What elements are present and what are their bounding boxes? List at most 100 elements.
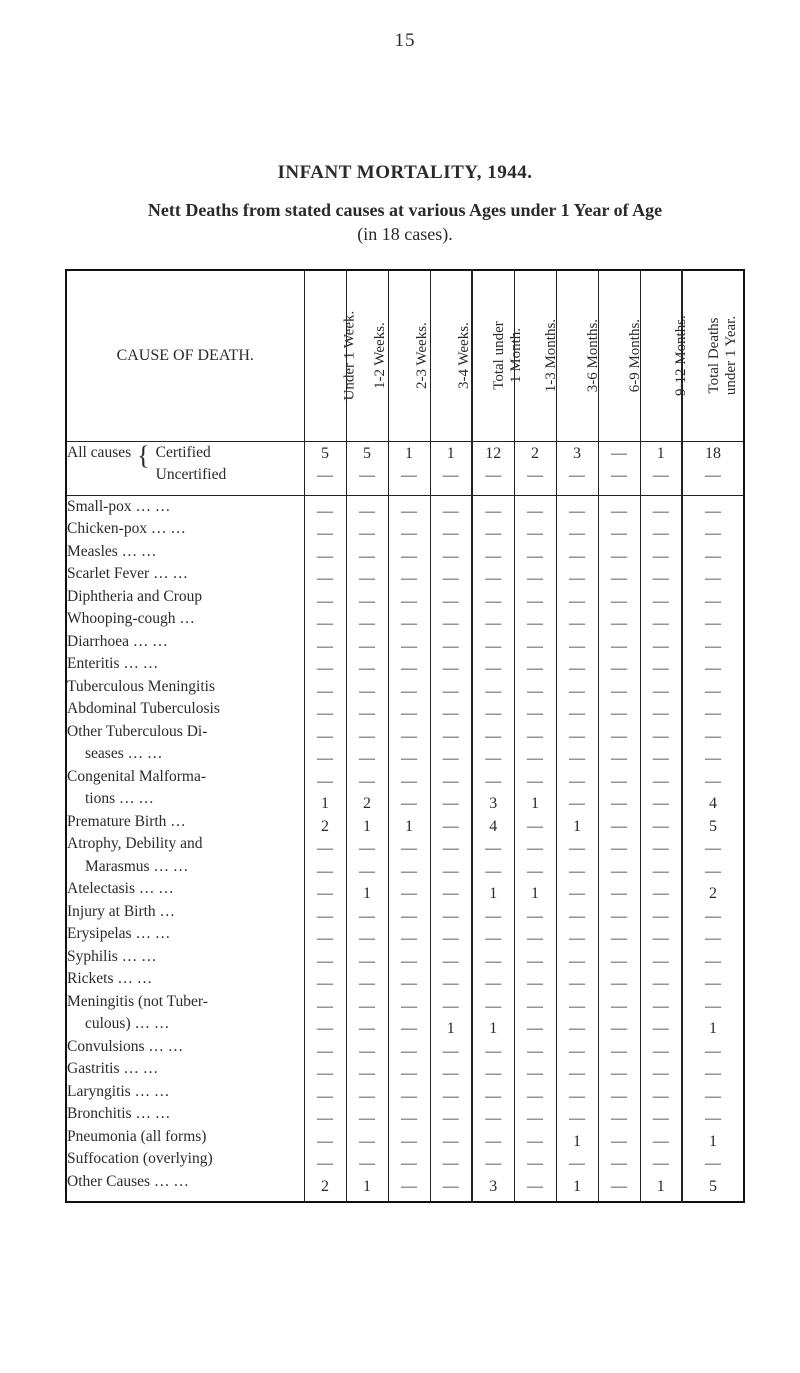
cell-value: — xyxy=(401,1017,417,1040)
cell-value: — xyxy=(401,500,417,523)
cause-line: Syphilis … … xyxy=(67,946,304,969)
ac-c4: 1— xyxy=(430,441,472,495)
cell-value: — xyxy=(443,747,459,770)
cell-value: — xyxy=(443,1085,459,1108)
cell-value: — xyxy=(443,522,459,545)
cell-value: — xyxy=(705,522,721,545)
cell-value: — xyxy=(653,1017,669,1040)
cell-value: — xyxy=(569,950,585,973)
cell-value: 5 xyxy=(709,1175,717,1198)
cell-value: 2 xyxy=(321,815,329,838)
cell-value: — xyxy=(611,837,627,860)
cell-value: — xyxy=(653,747,669,770)
cause-line: Enteritis … … xyxy=(67,653,304,676)
cell-value: — xyxy=(317,770,333,793)
cell-value: — xyxy=(443,927,459,950)
cell-value: 1 xyxy=(363,882,371,905)
cell-value: 1 xyxy=(405,815,413,838)
cell-value: — xyxy=(527,995,543,1018)
cell-value: — xyxy=(611,1062,627,1085)
cell-value: 5 xyxy=(709,815,717,838)
cause-line: Laryngitis … … xyxy=(67,1081,304,1104)
cell-value: — xyxy=(443,882,459,905)
cause-line: Measles … … xyxy=(67,541,304,564)
cell-value: — xyxy=(443,1130,459,1153)
cell-value: — xyxy=(317,635,333,658)
cell-value: — xyxy=(569,1017,585,1040)
cause-line: Atelectasis … … xyxy=(67,878,304,901)
cell-value: — xyxy=(527,612,543,635)
cell-value: — xyxy=(527,770,543,793)
cell-value: — xyxy=(317,522,333,545)
cell-value: — xyxy=(401,747,417,770)
cell-value: — xyxy=(653,860,669,883)
cell-value: — xyxy=(527,1040,543,1063)
cell-value: — xyxy=(401,860,417,883)
all-causes-text: All causes xyxy=(67,442,131,464)
cell-value: — xyxy=(401,837,417,860)
cell-value: — xyxy=(527,1152,543,1175)
cell-value: — xyxy=(611,747,627,770)
cell-value: — xyxy=(705,702,721,725)
cell-value: 1 xyxy=(573,1175,581,1198)
col-body-c6: —————————————1———1————————————— xyxy=(514,495,556,1202)
cell-value: — xyxy=(611,972,627,995)
cell-value: — xyxy=(443,590,459,613)
cell-value: — xyxy=(569,1062,585,1085)
cell-value: — xyxy=(527,522,543,545)
cell-value: — xyxy=(653,792,669,815)
cause-line: Convulsions … … xyxy=(67,1036,304,1059)
cell-value: — xyxy=(527,1062,543,1085)
cell-value: — xyxy=(527,1085,543,1108)
cell-value: — xyxy=(653,1152,669,1175)
cell-value: — xyxy=(359,995,375,1018)
cell-value: — xyxy=(443,612,459,635)
cell-value: — xyxy=(317,590,333,613)
col-total-deaths-under-1-year: Total Deathsunder 1 Year. xyxy=(682,270,744,442)
cause-line: Rickets … … xyxy=(67,968,304,991)
cell-value: — xyxy=(653,1040,669,1063)
ac-c1: 5— xyxy=(304,441,346,495)
certified-label: Certified xyxy=(156,442,227,464)
cause-line: Scarlet Fever … … xyxy=(67,563,304,586)
col-2-3-weeks: 2-3 Weeks. xyxy=(388,270,430,442)
cell-value: 1 xyxy=(531,882,539,905)
cell-value: — xyxy=(485,1062,501,1085)
cell-value: — xyxy=(527,545,543,568)
col-body-c8: ——————————————————————————————— xyxy=(598,495,640,1202)
cell-value: — xyxy=(569,702,585,725)
cell-value: — xyxy=(317,612,333,635)
ac-c5: 12— xyxy=(472,441,514,495)
cell-value: — xyxy=(401,1040,417,1063)
cell-value: — xyxy=(443,1107,459,1130)
cell-value: — xyxy=(359,747,375,770)
brace-icon: { xyxy=(137,444,149,467)
cell-value: — xyxy=(611,680,627,703)
cell-value: — xyxy=(317,1085,333,1108)
cell-value: — xyxy=(611,1175,627,1198)
cell-value: — xyxy=(705,612,721,635)
cell-value: — xyxy=(527,972,543,995)
cell-value: — xyxy=(611,545,627,568)
cell-value: — xyxy=(653,702,669,725)
cell-value: — xyxy=(485,500,501,523)
cell-value: — xyxy=(611,995,627,1018)
cell-value: — xyxy=(485,972,501,995)
cell-value: — xyxy=(527,1175,543,1198)
cell-value: — xyxy=(317,1107,333,1130)
cell-value: — xyxy=(485,657,501,680)
cell-value: — xyxy=(485,545,501,568)
cell-value: — xyxy=(485,702,501,725)
cell-value: — xyxy=(401,725,417,748)
cell-value: — xyxy=(653,837,669,860)
cell-value: — xyxy=(705,590,721,613)
cell-value: — xyxy=(359,725,375,748)
cell-value: — xyxy=(443,567,459,590)
cell-value: — xyxy=(359,837,375,860)
subtitle-line-2: (in 18 cases). xyxy=(357,224,452,244)
cell-value: — xyxy=(359,567,375,590)
cell-value: — xyxy=(317,1017,333,1040)
cell-value: — xyxy=(359,657,375,680)
cell-value: — xyxy=(443,657,459,680)
cell-value: — xyxy=(705,657,721,680)
